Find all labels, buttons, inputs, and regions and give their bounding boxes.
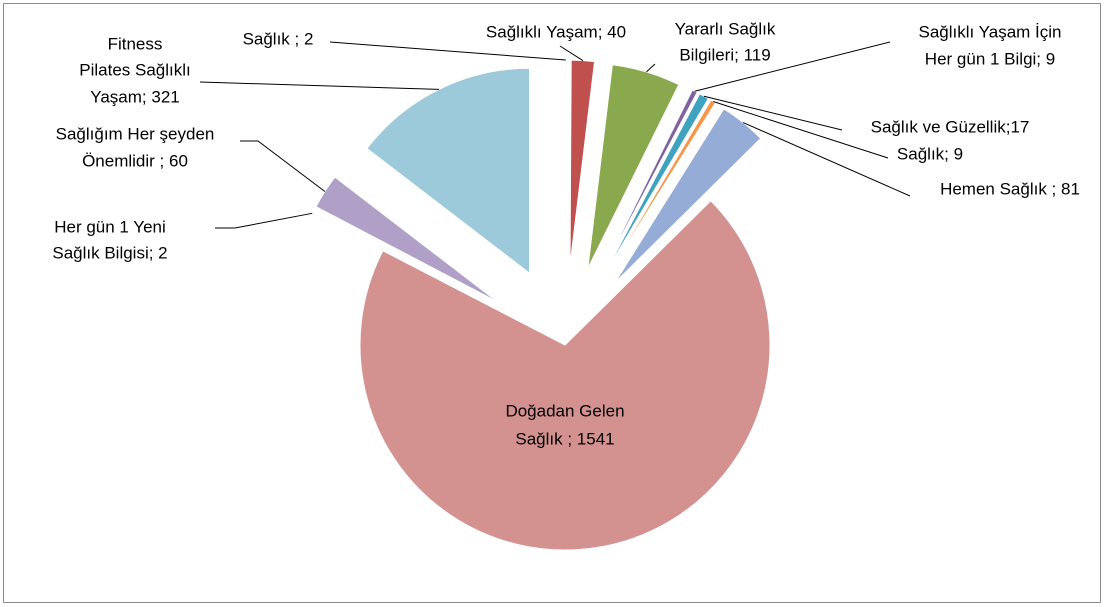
leader-line <box>713 101 889 159</box>
leader-line <box>215 212 313 229</box>
data-label: Yararlı Sağlık <box>675 19 776 38</box>
data-label: Önemlidir ; 60 <box>82 151 188 170</box>
data-label: Her gün 1 Bilgi; 9 <box>925 49 1055 68</box>
leader-line <box>240 140 326 192</box>
data-label: Sağlık ve Güzellik;17 <box>871 117 1030 136</box>
data-label: Sağlık Bilgisi; 2 <box>52 243 167 262</box>
data-label: Sağlığım Her şeyden <box>56 124 215 143</box>
pie-slice <box>603 93 710 276</box>
data-label: Sağlıklı Yaşam; 40 <box>486 22 626 41</box>
data-label: Sağlık ; 2 <box>243 29 314 48</box>
leader-line <box>199 81 439 90</box>
data-label: Yaşam; 321 <box>90 87 179 106</box>
leader-line <box>694 41 891 92</box>
pie-slice <box>359 200 771 551</box>
data-label: Her gün 1 Yeni <box>54 217 166 236</box>
pie-slice <box>587 64 680 269</box>
data-label: Pilates Sağlıklı <box>79 60 191 79</box>
leader-line <box>559 45 584 61</box>
pie-slice <box>600 89 698 274</box>
leader-line <box>646 63 656 73</box>
data-label: Sağlıklı Yaşam İçin <box>919 22 1062 41</box>
pie-slice <box>614 108 762 283</box>
data-label: Sağlık ; 1541 <box>515 429 614 448</box>
data-label: Sağlık; 9 <box>897 144 963 163</box>
pie-slice <box>366 67 531 275</box>
data-label: Fitness <box>108 34 163 53</box>
data-label: Bilgileri; 119 <box>679 45 770 64</box>
leader-line <box>329 41 566 61</box>
leader-line <box>703 95 843 131</box>
data-label: Hemen Sağlık ; 81 <box>940 179 1080 198</box>
leader-line <box>742 122 911 197</box>
data-label: Doğadan Gelen <box>505 401 624 420</box>
